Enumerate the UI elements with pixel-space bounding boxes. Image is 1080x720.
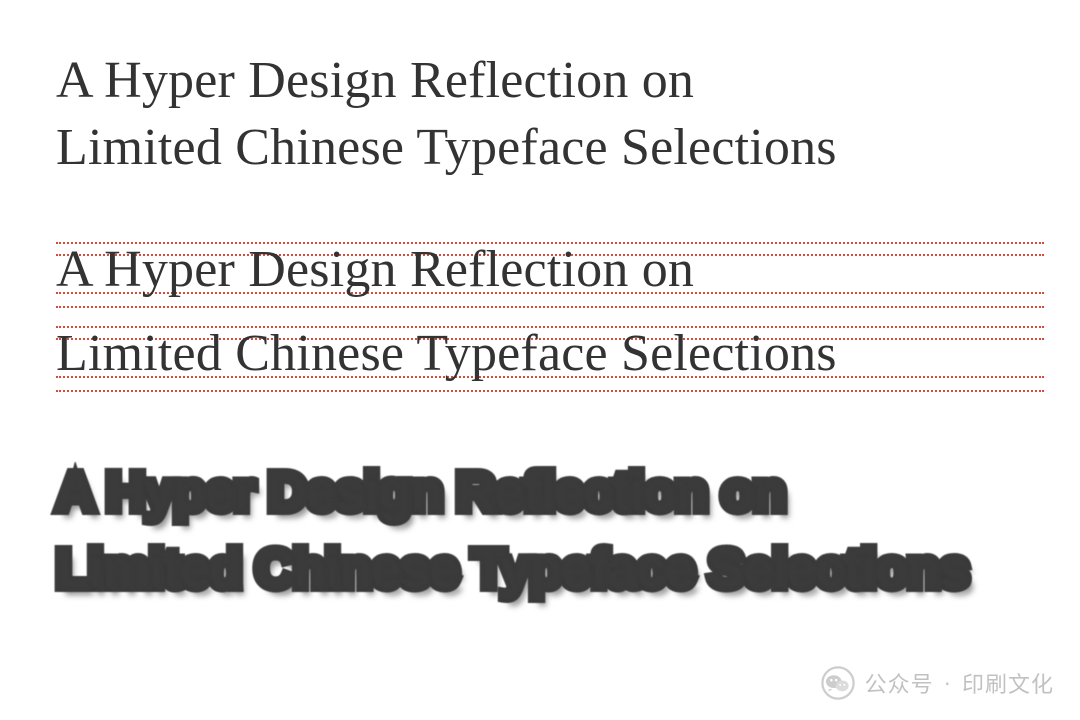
watermark-label: 公众号: [865, 667, 934, 699]
typography-sample-2: A Hyper Design Reflection on Limited Chi…: [56, 232, 1044, 392]
sample2-row-2: Limited Chinese Typeface Selections: [56, 316, 1044, 392]
typography-sample-1: A Hyper Design Reflection on Limited Chi…: [56, 48, 1036, 181]
wechat-icon: [821, 666, 855, 700]
wechat-watermark: 公众号 · 印刷文化: [821, 666, 1054, 700]
sample2-line1: A Hyper Design Reflection on: [56, 232, 1044, 308]
watermark-name: 印刷文化: [962, 667, 1054, 699]
typography-sample-3: A Hyper Design Reflection on Limited Chi…: [56, 454, 1056, 607]
sample2-line2: Limited Chinese Typeface Selections: [56, 316, 1044, 392]
sample3-line1: A Hyper Design Reflection on: [56, 454, 1056, 531]
sample1-line1: A Hyper Design Reflection on: [56, 48, 1036, 115]
sample1-line2: Limited Chinese Typeface Selections: [56, 115, 1036, 182]
figure-canvas: A Hyper Design Reflection on Limited Chi…: [0, 0, 1080, 720]
watermark-separator: ·: [944, 670, 952, 696]
sample3-line2: Limited Chinese Typeface Selections: [56, 531, 1056, 608]
sample2-row-1: A Hyper Design Reflection on: [56, 232, 1044, 308]
